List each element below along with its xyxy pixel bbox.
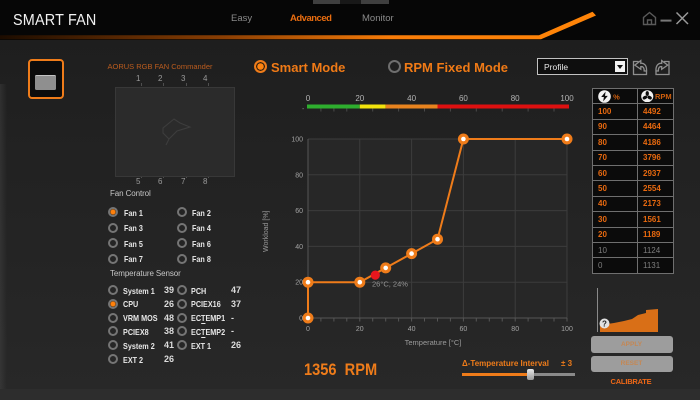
svg-text:100: 100 (560, 94, 574, 103)
svg-text:Temperature [°C]: Temperature [°C] (405, 338, 462, 347)
svg-text:40: 40 (295, 244, 303, 251)
svg-text:80: 80 (511, 326, 519, 333)
svg-text:60: 60 (295, 208, 303, 215)
svg-text:40: 40 (408, 326, 416, 333)
svg-text:100: 100 (561, 326, 573, 333)
svg-text:0: 0 (306, 94, 311, 103)
svg-text:0: 0 (306, 326, 310, 333)
svg-text:100: 100 (291, 137, 303, 144)
svg-text:60: 60 (459, 94, 468, 103)
svg-text:Workload [%]: Workload [%] (263, 210, 270, 252)
svg-text:-: - (302, 106, 305, 113)
svg-text:80: 80 (295, 172, 303, 179)
svg-text:20: 20 (295, 280, 303, 287)
svg-text:20: 20 (356, 326, 364, 333)
svg-text:40: 40 (407, 94, 416, 103)
svg-text:?: ? (602, 320, 607, 329)
svg-text:60: 60 (460, 326, 468, 333)
svg-text:20: 20 (355, 94, 364, 103)
svg-text:26°C, 24%: 26°C, 24% (372, 280, 408, 289)
svg-text:80: 80 (511, 94, 520, 103)
svg-text:0: 0 (299, 316, 303, 323)
